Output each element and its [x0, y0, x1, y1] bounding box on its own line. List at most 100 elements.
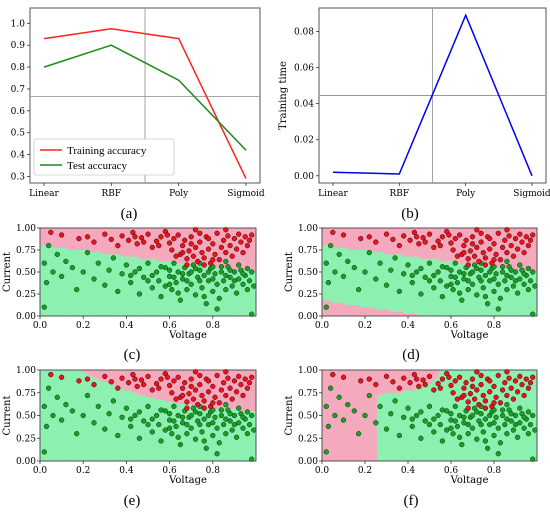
decision-region-cell — [376, 243, 380, 246]
decision-region-cell — [200, 236, 204, 240]
decision-region-cell — [44, 311, 48, 315]
decision-region-cell — [52, 267, 55, 271]
decision-region-cell — [405, 232, 409, 235]
decision-region-cell — [534, 234, 538, 238]
decision-region-cell — [76, 254, 79, 257]
decision-region-cell — [179, 296, 182, 299]
decision-region-cell — [333, 241, 337, 244]
decision-region-cell — [76, 278, 79, 282]
decision-region-cell — [338, 228, 342, 231]
decision-region-cell — [164, 309, 168, 312]
decision-region-cell — [104, 280, 108, 284]
decision-region-cell — [126, 283, 130, 286]
scatter-point-green — [251, 283, 257, 289]
decision-region-cell — [205, 261, 209, 264]
decision-region-cell — [508, 241, 512, 244]
decision-region-cell — [350, 252, 354, 255]
decision-region-cell — [54, 280, 58, 284]
decision-region-cell — [140, 285, 144, 288]
decision-region-cell — [112, 241, 115, 244]
scatter-point-green — [188, 281, 194, 287]
decision-region-cell — [222, 307, 226, 310]
decision-region-cell — [83, 305, 86, 308]
decision-region-cell — [114, 247, 118, 251]
decision-region-cell — [196, 263, 199, 266]
decision-region-cell — [66, 267, 70, 271]
scatter-point-green — [91, 276, 97, 282]
decision-region-cell — [513, 245, 516, 249]
decision-region-cell — [239, 285, 242, 288]
decision-region-cell — [167, 236, 170, 240]
decision-region-cell — [42, 254, 46, 257]
decision-region-cell — [167, 309, 170, 312]
decision-region-cell — [386, 228, 390, 231]
decision-region-cell — [203, 247, 206, 251]
decision-region-cell — [246, 254, 250, 257]
decision-region-cell — [215, 250, 218, 253]
scatter-point-red — [108, 236, 114, 243]
decision-region-cell — [71, 234, 74, 238]
decision-region-cell — [131, 287, 134, 290]
decision-region-cell — [52, 298, 55, 301]
decision-region-cell — [360, 243, 363, 246]
decision-region-cell — [410, 250, 414, 253]
decision-region-cell — [126, 296, 130, 299]
decision-region-cell — [104, 291, 108, 295]
decision-region-cell — [136, 258, 139, 262]
decision-region-cell — [140, 247, 144, 251]
decision-region-cell — [71, 250, 74, 253]
decision-region-cell — [88, 278, 91, 282]
decision-region-cell — [152, 298, 156, 301]
decision-region-cell — [338, 243, 342, 246]
decision-region-cell — [343, 250, 347, 253]
decision-region-cell — [121, 305, 125, 308]
decision-region-cell — [83, 232, 86, 235]
decision-region-cell — [458, 241, 461, 244]
decision-region-cell — [116, 247, 120, 251]
decision-region-cell — [97, 278, 101, 282]
scatter-point-green — [84, 249, 91, 256]
decision-region-cell — [239, 247, 242, 251]
decision-region-cell — [208, 302, 211, 306]
decision-region-cell — [200, 267, 204, 271]
decision-region-cell — [76, 256, 79, 260]
decision-region-cell — [160, 300, 163, 304]
decision-region-cell — [116, 287, 120, 290]
decision-region-cell — [71, 278, 74, 282]
decision-region-cell — [119, 302, 122, 306]
decision-region-cell — [241, 243, 245, 246]
decision-region-cell — [126, 228, 130, 231]
decision-region-cell — [49, 307, 53, 310]
decision-region-cell — [102, 252, 106, 255]
decision-region-cell — [436, 236, 440, 240]
decision-region-cell — [532, 247, 535, 251]
decision-region-cell — [248, 305, 252, 308]
decision-region-cell — [40, 307, 43, 310]
decision-region-cell — [124, 230, 127, 233]
decision-region-cell — [179, 232, 182, 235]
decision-region-cell — [47, 276, 50, 279]
decision-region-cell — [162, 241, 166, 244]
decision-region-cell — [458, 247, 461, 251]
decision-region-cell — [436, 230, 440, 233]
decision-region-cell — [136, 302, 139, 306]
decision-region-cell — [155, 283, 158, 286]
decision-region-cell — [78, 274, 82, 277]
decision-region-cell — [172, 285, 175, 288]
decision-region-cell — [136, 261, 139, 264]
decision-region-cell — [498, 250, 502, 253]
decision-region-cell — [353, 243, 356, 246]
decision-region-cell — [248, 263, 252, 266]
decision-region-cell — [40, 300, 43, 304]
decision-region-cell — [329, 241, 332, 244]
decision-region-cell — [220, 243, 223, 246]
decision-region-cell — [78, 234, 82, 238]
scatter-point-green — [240, 271, 246, 277]
decision-region-cell — [40, 274, 43, 277]
decision-region-cell — [157, 307, 161, 310]
decision-region-cell — [42, 232, 46, 235]
decision-region-cell — [355, 230, 359, 233]
decision-region-cell — [138, 302, 142, 306]
decision-region-cell — [44, 256, 48, 260]
decision-region-cell — [150, 254, 154, 257]
